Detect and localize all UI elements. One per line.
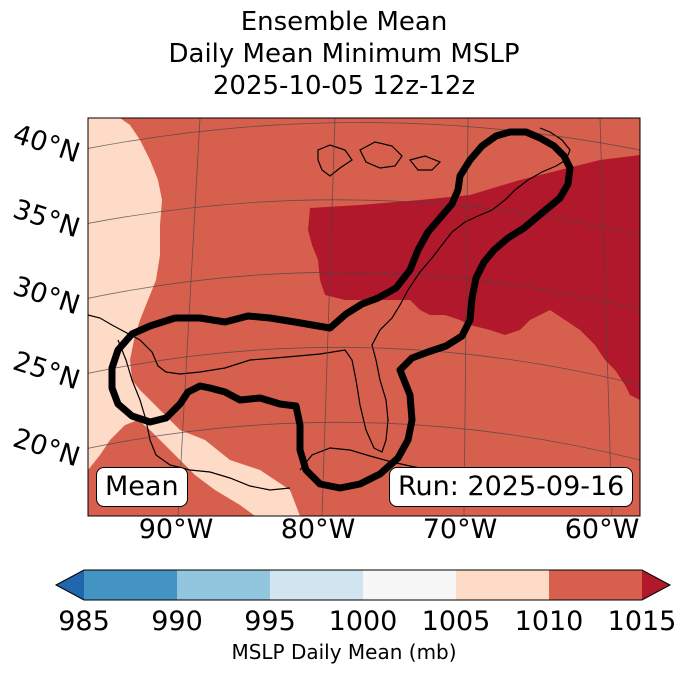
colorbar-bin-990-995 xyxy=(177,570,270,600)
lon-label-60w: 60°W xyxy=(564,514,640,545)
title-line-1: Ensemble Mean xyxy=(240,7,448,37)
colorbar-over-extension xyxy=(642,570,670,600)
graticule xyxy=(88,118,640,516)
colorbar-tick-1000: 1000 xyxy=(328,606,398,637)
map-field xyxy=(88,118,640,516)
colorbar-under-extension xyxy=(56,570,84,600)
colorbar-bin-995-1000 xyxy=(270,570,363,600)
colorbar-bin-1005-1010 xyxy=(456,570,549,600)
colorbar xyxy=(54,569,672,601)
colorbar-tick-1010: 1010 xyxy=(514,606,584,637)
colorbar-tick-995: 995 xyxy=(244,606,296,637)
colorbar-tick-985: 985 xyxy=(58,606,110,637)
colorbar-bin-1000-1005 xyxy=(363,570,456,600)
title-line-2: Daily Mean Minimum MSLP xyxy=(168,39,520,69)
colorbar-bin-1010-1015 xyxy=(549,570,642,600)
colorbar-tick-1005: 1005 xyxy=(421,606,491,637)
mean-badge: Mean xyxy=(96,467,188,507)
map-frame xyxy=(87,117,641,517)
great-lakes-outline xyxy=(317,141,442,177)
run-date-badge: Run: 2025-09-16 xyxy=(389,467,634,507)
coastline-gulf-atlantic xyxy=(88,127,571,453)
lon-label-80w: 80°W xyxy=(280,514,356,545)
colorbar-bin-985-990 xyxy=(84,570,177,600)
colorbar-tick-1015: 1015 xyxy=(607,606,677,637)
colorbar-label: MSLP Daily Mean (mb) xyxy=(231,640,457,664)
mean-contour-line xyxy=(108,128,574,492)
lon-label-90w: 90°W xyxy=(138,514,214,545)
title-line-3: 2025-10-05 12z-12z xyxy=(212,71,476,101)
coastline-mexico xyxy=(117,339,291,491)
lon-label-70w: 70°W xyxy=(422,514,498,545)
colorbar-tick-990: 990 xyxy=(151,606,203,637)
coastline-yucatan-cuba xyxy=(299,447,431,471)
